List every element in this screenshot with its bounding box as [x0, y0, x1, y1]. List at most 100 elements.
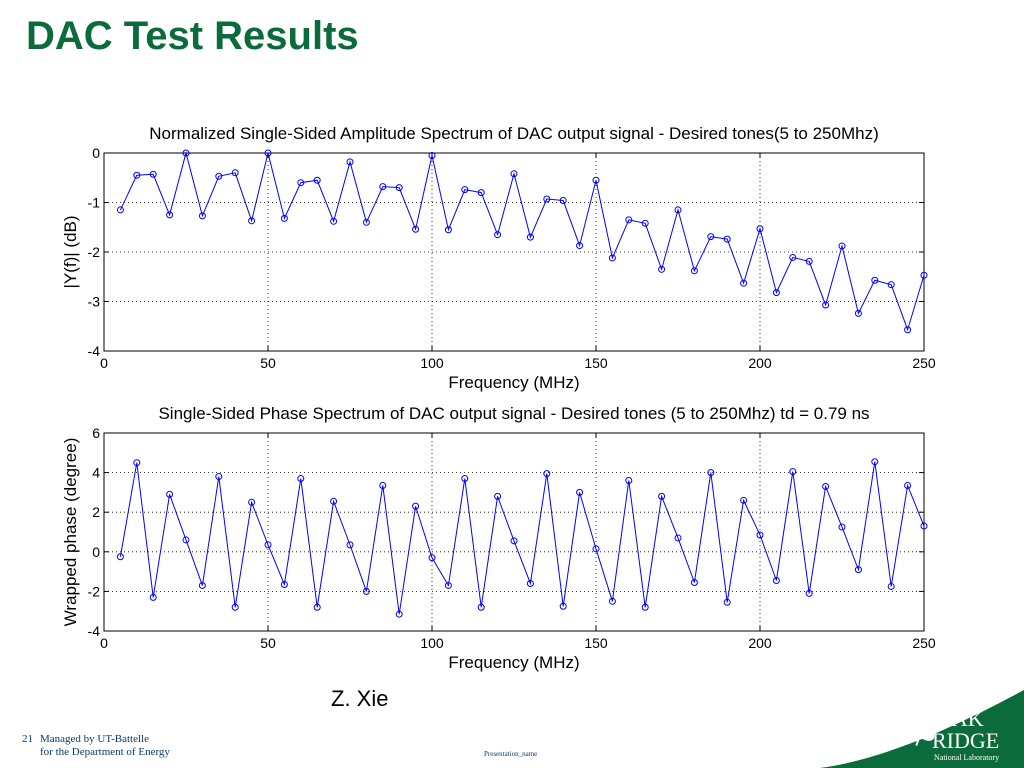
- data-point: [690, 578, 698, 586]
- data-point: [428, 151, 436, 159]
- data-point: [904, 481, 912, 489]
- data-point: [887, 281, 895, 289]
- data-point: [789, 468, 797, 476]
- data-point: [641, 603, 649, 611]
- x-tick-label: 250: [912, 635, 936, 651]
- data-point: [707, 233, 715, 241]
- data-point: [215, 172, 223, 180]
- data-point: [838, 523, 846, 531]
- data-point: [510, 170, 518, 178]
- data-point: [133, 459, 141, 467]
- data-point: [608, 254, 616, 262]
- data-point: [592, 545, 600, 553]
- data-point: [116, 553, 124, 561]
- data-point: [494, 231, 502, 239]
- data-point: [231, 603, 239, 611]
- data-point: [805, 589, 813, 597]
- data-point: [461, 475, 469, 483]
- data-point: [412, 225, 420, 233]
- data-point: [264, 149, 272, 157]
- data-point: [723, 598, 731, 606]
- data-point: [412, 502, 420, 510]
- author-name: Z. Xie: [331, 686, 389, 711]
- data-point: [477, 603, 485, 611]
- y-tick-label: 4: [92, 465, 100, 481]
- x-tick-label: 100: [420, 635, 444, 651]
- data-point: [280, 580, 288, 588]
- data-point: [559, 602, 567, 610]
- data-point: [822, 301, 830, 309]
- data-point: [313, 176, 321, 184]
- data-point: [149, 593, 157, 601]
- data-point: [198, 212, 206, 220]
- data-point: [756, 225, 764, 233]
- data-point: [346, 158, 354, 166]
- data-point: [822, 482, 830, 490]
- data-point: [608, 597, 616, 605]
- data-point: [248, 217, 256, 225]
- data-point: [690, 267, 698, 275]
- data-point: [854, 566, 862, 574]
- data-point: [428, 554, 436, 562]
- data-point: [166, 211, 174, 219]
- data-point: [559, 197, 567, 205]
- series-line: [119, 151, 925, 332]
- footer-line-1: Managed by UT-Battelle: [40, 733, 149, 745]
- data-point: [248, 498, 256, 506]
- y-tick-label: 6: [92, 425, 100, 441]
- data-point: [116, 206, 124, 214]
- y-tick-label: 0: [92, 544, 100, 560]
- y-tick-label: -4: [88, 343, 101, 359]
- data-point: [346, 541, 354, 549]
- data-point: [674, 534, 682, 542]
- data-point: [182, 536, 190, 544]
- data-point: [166, 490, 174, 498]
- chart-title: Normalized Single-Sided Amplitude Spectr…: [149, 124, 878, 143]
- data-point: [871, 458, 879, 466]
- data-point: [379, 481, 387, 489]
- data-point: [838, 242, 846, 250]
- data-point: [297, 475, 305, 483]
- data-point: [658, 492, 666, 500]
- data-point: [215, 473, 223, 481]
- data-point: [920, 522, 928, 530]
- data-point: [723, 235, 731, 243]
- footer-line-2: for the Department of Energy: [40, 746, 170, 758]
- data-point: [477, 189, 485, 197]
- data-point: [887, 582, 895, 590]
- y-axis-label: |Y(f)| (dB): [61, 215, 80, 288]
- data-point: [805, 257, 813, 265]
- data-point: [313, 603, 321, 611]
- x-tick-label: 200: [748, 635, 772, 651]
- x-tick-label: 50: [260, 355, 276, 371]
- data-point: [330, 217, 338, 225]
- x-tick-label: 100: [420, 355, 444, 371]
- y-tick-label: -2: [88, 583, 101, 599]
- x-tick-label: 200: [748, 355, 772, 371]
- data-point: [592, 176, 600, 184]
- data-point: [461, 186, 469, 194]
- data-point: [641, 219, 649, 227]
- data-point: [510, 537, 518, 545]
- y-axis-label: Wrapped phase (degree): [61, 438, 80, 627]
- data-point: [444, 581, 452, 589]
- oak-ridge-logo: OAK RIDGE National Laboratory: [820, 690, 1024, 768]
- data-point: [920, 271, 928, 279]
- data-point: [297, 179, 305, 187]
- data-point: [658, 265, 666, 273]
- logo-line-1: OAK: [936, 706, 984, 731]
- data-point: [740, 279, 748, 287]
- data-point: [904, 326, 912, 334]
- y-tick-label: -3: [88, 294, 101, 310]
- amplitude-chart: 0 50 100 150 200 250 -4 -3 -2 -1 0 Normalized Singl…: [61, 124, 936, 392]
- data-point: [526, 233, 534, 241]
- data-point: [444, 226, 452, 234]
- data-point: [756, 531, 764, 539]
- x-tick-label: 250: [912, 355, 936, 371]
- data-point: [707, 469, 715, 477]
- x-tick-label: 0: [100, 355, 108, 371]
- x-axis-label: Frequency (MHz): [448, 653, 579, 672]
- presentation-name: Presentation_name: [484, 750, 538, 758]
- chart-title: Single-Sided Phase Spectrum of DAC outpu…: [158, 404, 869, 423]
